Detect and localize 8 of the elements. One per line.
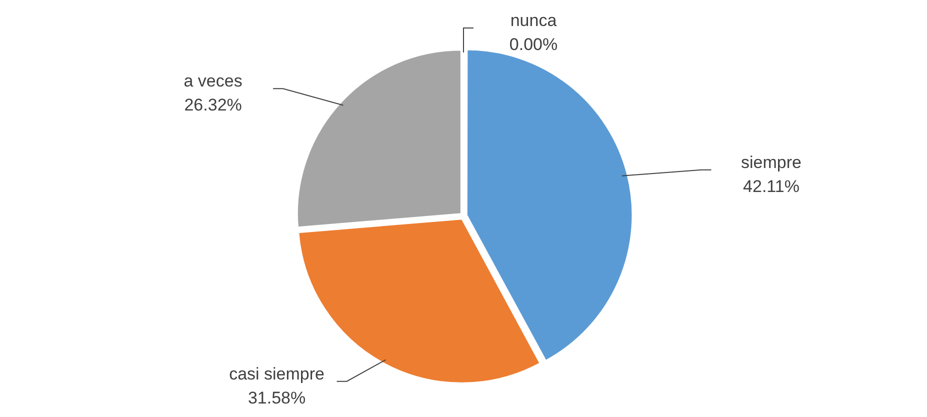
category-label: nunca [510, 10, 557, 30]
slice-label: siempre [741, 152, 802, 172]
data-label: 31.58% [248, 388, 306, 408]
slice-label: a veces [184, 72, 242, 91]
text: 0.00% [509, 34, 558, 54]
data-label: 26.32% [184, 96, 242, 115]
slice-label: casi siempre [229, 364, 324, 384]
data-label: 42.11% [743, 176, 800, 196]
